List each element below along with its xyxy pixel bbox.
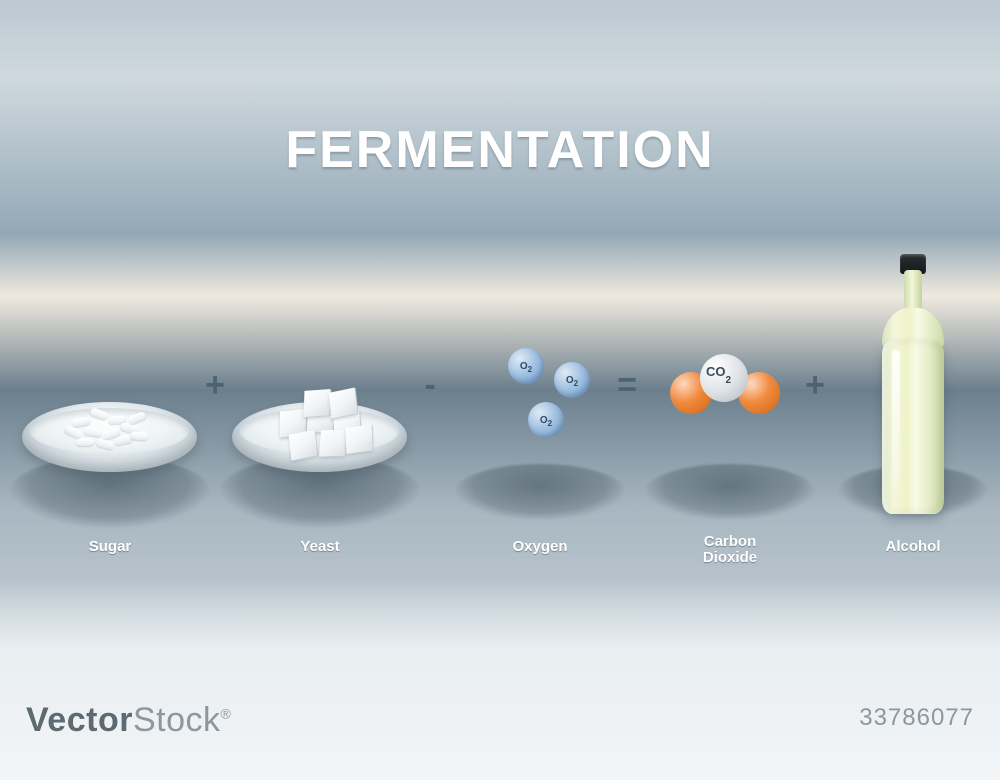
yeast-cube-icon	[304, 389, 331, 417]
op-equals: =	[612, 370, 642, 400]
o2-bubble-icon: O2	[554, 362, 590, 398]
label-alcohol: Alcohol	[838, 538, 988, 555]
yeast-cube-icon	[346, 424, 373, 454]
sugar-grain-icon	[130, 431, 149, 441]
watermark-brand-suffix: Stock	[133, 701, 221, 739]
label-sugar: Sugar	[20, 538, 200, 555]
shadow-co2	[645, 464, 815, 520]
watermark-id: 33786077	[859, 704, 974, 732]
label-co2: CarbonDioxide	[640, 534, 820, 566]
title: FERMENTATION	[0, 120, 1000, 180]
label-oxygen: Oxygen	[450, 538, 630, 555]
yeast-cube-icon	[319, 429, 347, 456]
watermark-brand-prefix: Vector	[26, 701, 133, 739]
yeast-cube-icon	[329, 387, 358, 418]
sugar-grain-icon	[76, 438, 94, 447]
label-yeast: Yeast	[230, 538, 410, 555]
shadow-oxygen	[455, 464, 625, 520]
infographic-stage: FERMENTATION + - = + Sugar Yeast O2 O2 O2 …	[0, 0, 1000, 780]
op-plus-1: +	[200, 370, 230, 400]
op-plus-2: +	[800, 370, 830, 400]
bottle-neck-icon	[904, 270, 922, 312]
co2-formula: CO2	[706, 364, 731, 383]
o2-bubble-icon: O2	[528, 402, 564, 438]
o2-bubble-icon: O2	[508, 348, 544, 384]
op-minus: -	[415, 370, 445, 400]
yeast-cube-icon	[289, 429, 318, 460]
bottle-icon	[874, 254, 952, 514]
bottle-highlight-icon	[892, 350, 900, 490]
watermark-brand: VectorStock®	[26, 701, 231, 740]
watermark: VectorStock® 33786077	[0, 580, 1000, 780]
equation-row: + - = + Sugar Yeast O2 O2 O2 Oxygen	[0, 310, 1000, 570]
